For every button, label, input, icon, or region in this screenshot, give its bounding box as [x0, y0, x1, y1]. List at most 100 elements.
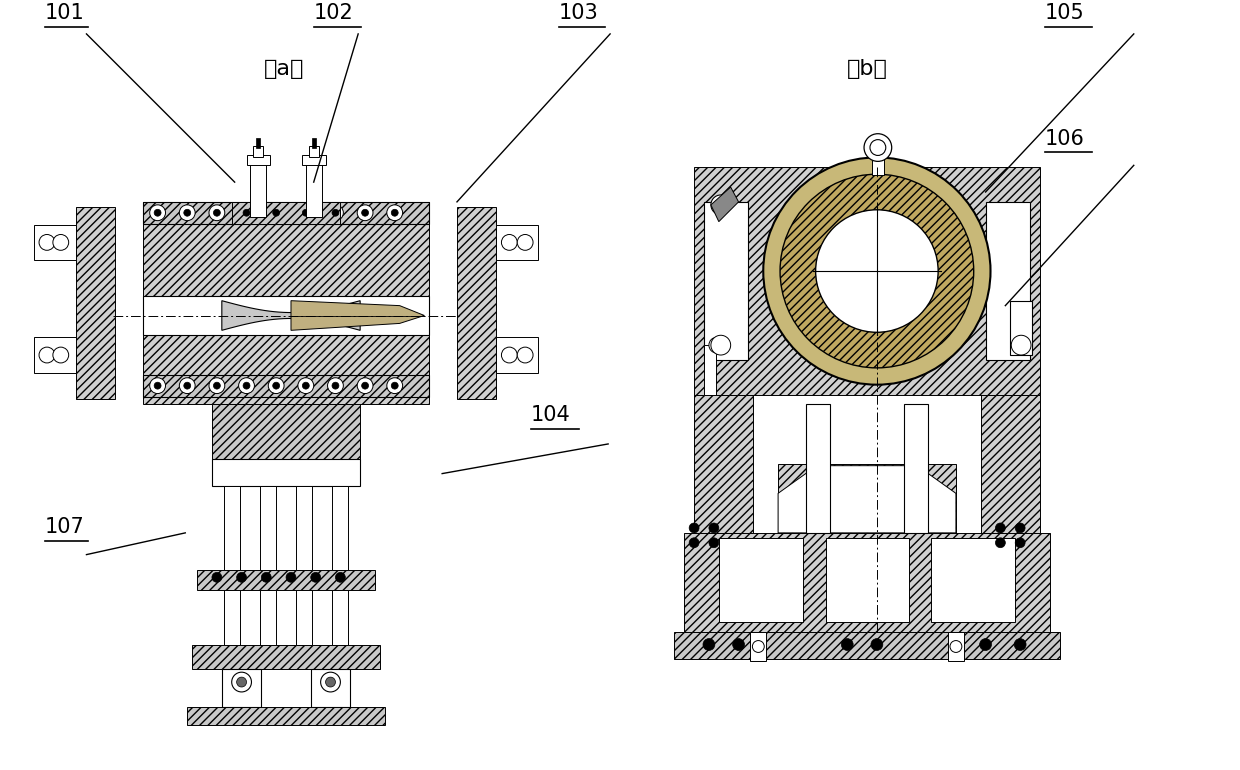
Circle shape — [53, 235, 68, 250]
Circle shape — [311, 572, 321, 582]
Circle shape — [709, 537, 719, 547]
Circle shape — [841, 638, 853, 651]
Polygon shape — [222, 301, 360, 330]
Bar — [904, 404, 929, 533]
Circle shape — [210, 378, 224, 393]
Circle shape — [980, 638, 992, 651]
Circle shape — [501, 235, 517, 250]
Circle shape — [387, 378, 403, 393]
Bar — [986, 202, 1030, 360]
Bar — [704, 202, 749, 360]
Bar — [143, 202, 429, 223]
Bar — [143, 296, 429, 335]
Bar — [777, 464, 956, 533]
Bar — [719, 537, 802, 622]
Circle shape — [1012, 335, 1030, 355]
Circle shape — [357, 205, 373, 221]
Circle shape — [332, 382, 339, 389]
Circle shape — [238, 378, 254, 393]
Bar — [212, 459, 360, 487]
Circle shape — [362, 382, 368, 389]
Bar — [1011, 301, 1032, 355]
Bar — [296, 590, 311, 644]
Circle shape — [213, 382, 221, 389]
Circle shape — [210, 205, 224, 221]
Bar — [332, 487, 348, 571]
Text: 107: 107 — [45, 517, 84, 537]
Text: 103: 103 — [559, 3, 599, 23]
Circle shape — [392, 209, 398, 216]
Circle shape — [711, 335, 730, 355]
Circle shape — [689, 537, 699, 547]
Bar — [301, 156, 326, 166]
Circle shape — [53, 347, 68, 363]
Circle shape — [303, 209, 309, 216]
Bar — [931, 537, 1016, 622]
Circle shape — [816, 209, 939, 333]
Bar — [306, 162, 321, 216]
Bar — [250, 162, 267, 216]
Text: 104: 104 — [531, 405, 570, 425]
Circle shape — [392, 382, 398, 389]
Text: （a）: （a） — [264, 59, 304, 79]
Bar — [260, 487, 277, 571]
Circle shape — [268, 205, 284, 221]
Bar — [197, 571, 374, 590]
Circle shape — [1016, 537, 1025, 547]
Bar — [496, 225, 538, 260]
Bar — [458, 207, 496, 400]
Circle shape — [243, 209, 250, 216]
Text: 102: 102 — [314, 3, 353, 23]
Circle shape — [517, 347, 533, 363]
Circle shape — [268, 378, 284, 393]
Circle shape — [286, 572, 296, 582]
Bar — [694, 167, 1040, 394]
Circle shape — [262, 572, 272, 582]
Circle shape — [689, 523, 699, 533]
Circle shape — [38, 235, 55, 250]
Circle shape — [709, 337, 724, 353]
Bar — [192, 644, 379, 669]
Bar — [143, 202, 429, 296]
Circle shape — [243, 382, 250, 389]
Circle shape — [184, 382, 191, 389]
Circle shape — [387, 205, 403, 221]
Circle shape — [332, 209, 339, 216]
Circle shape — [733, 638, 744, 651]
Bar — [212, 404, 360, 459]
Bar — [260, 590, 277, 644]
Circle shape — [38, 347, 55, 363]
Polygon shape — [711, 187, 739, 222]
Circle shape — [212, 572, 222, 582]
Bar — [826, 537, 909, 622]
Polygon shape — [777, 466, 956, 533]
Circle shape — [232, 672, 252, 692]
Circle shape — [213, 209, 221, 216]
Circle shape — [273, 209, 280, 216]
Bar — [223, 487, 239, 571]
Circle shape — [357, 378, 373, 393]
Circle shape — [703, 638, 714, 651]
Bar — [496, 337, 538, 373]
Bar — [981, 394, 1040, 533]
Circle shape — [864, 134, 892, 162]
Circle shape — [321, 672, 341, 692]
Circle shape — [327, 205, 343, 221]
Circle shape — [950, 641, 962, 652]
Circle shape — [362, 209, 368, 216]
Circle shape — [180, 378, 195, 393]
Bar — [296, 487, 311, 571]
Circle shape — [238, 205, 254, 221]
Bar — [35, 337, 76, 373]
Bar — [311, 138, 316, 148]
Bar — [143, 375, 429, 397]
Circle shape — [753, 641, 764, 652]
Text: （b）: （b） — [847, 59, 888, 79]
Polygon shape — [291, 301, 424, 330]
Bar — [257, 138, 260, 148]
Bar — [232, 202, 341, 223]
Circle shape — [326, 677, 336, 687]
Circle shape — [780, 174, 973, 368]
Bar — [694, 394, 754, 533]
Bar — [675, 631, 1060, 659]
